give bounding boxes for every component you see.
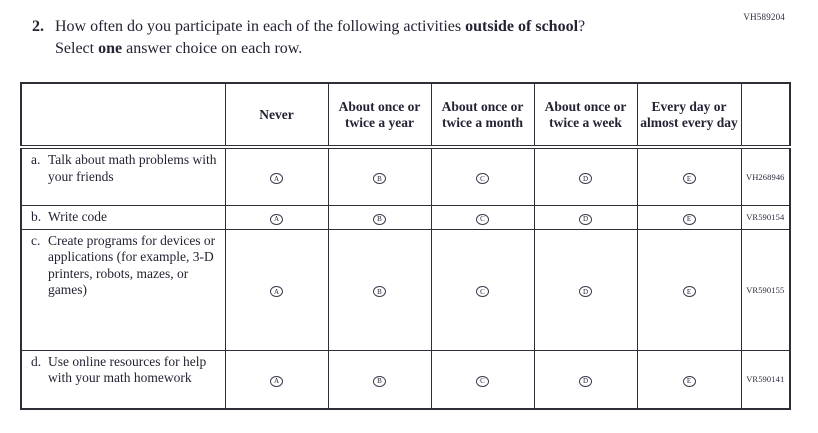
answer-cell-b-D: D xyxy=(533,204,638,230)
answer-bubble-d-E[interactable]: E xyxy=(682,375,696,387)
answer-cell-b-A: A xyxy=(224,204,329,230)
row-label-text: Create programs for devices or applicati… xyxy=(48,232,216,298)
question-line-1: How often do you participate in each of … xyxy=(55,16,742,38)
answer-bubble-c-A[interactable]: A xyxy=(270,286,283,297)
question-line2-seg-0: Select xyxy=(55,40,99,57)
answer-cell-b-E: E xyxy=(636,204,742,230)
answer-cell-d-C: C xyxy=(430,349,535,410)
row-label-cell: c. Create programs for devices or applica… xyxy=(20,228,226,351)
question-line1-seg-1: outside of school xyxy=(465,18,579,35)
answer-cell-c-D: D xyxy=(533,228,638,351)
question-line2-seg-1: one xyxy=(98,40,123,57)
answer-cell-c-C: C xyxy=(430,228,535,351)
column-header-0: Never xyxy=(224,82,329,149)
row-label-cell: a. Talk about math problems with your fri… xyxy=(20,146,226,206)
answer-cell-b-B: B xyxy=(327,204,432,230)
answer-cell-d-E: E xyxy=(636,349,742,410)
column-header-2: About once or twice a month xyxy=(430,82,535,149)
question-text: How often do you participate in each of … xyxy=(55,16,742,60)
answer-cell-a-C: C xyxy=(430,146,535,206)
question-line1-seg-2: ? xyxy=(578,18,586,35)
table-row-b: b. Write code A B C D E VR590154 xyxy=(20,204,791,230)
table-header-row: Never About once or twice a year About onc… xyxy=(20,82,791,149)
answer-bubble-a-C[interactable]: C xyxy=(476,173,489,185)
row-code: VR590154 xyxy=(740,204,791,230)
question-block: 2. How often do you participate in each … xyxy=(32,16,742,60)
answer-cell-c-E: E xyxy=(636,228,742,351)
answer-bubble-b-D[interactable]: D xyxy=(579,213,592,225)
answer-bubble-d-C[interactable]: C xyxy=(476,375,489,387)
answer-bubble-a-B[interactable]: B xyxy=(373,173,386,185)
answer-bubble-a-A[interactable]: A xyxy=(270,173,283,185)
answer-bubble-c-C[interactable]: C xyxy=(476,286,489,297)
answer-cell-a-D: D xyxy=(533,146,638,206)
answer-cell-c-B: B xyxy=(327,228,432,351)
answer-cell-d-A: A xyxy=(224,349,329,410)
question-line-2: Select one answer choice on each row. xyxy=(55,38,742,60)
answer-cell-d-D: D xyxy=(533,349,638,410)
question-number: 2. xyxy=(32,18,44,35)
answer-bubble-b-B[interactable]: B xyxy=(373,213,386,225)
row-label-text: Write code xyxy=(48,208,108,224)
answer-bubble-d-D[interactable]: D xyxy=(579,375,592,387)
answer-bubble-b-E[interactable]: E xyxy=(682,213,696,225)
row-code: VR590155 xyxy=(740,228,791,351)
row-marker: c. xyxy=(31,232,41,248)
answer-bubble-b-C[interactable]: C xyxy=(476,213,489,225)
answer-cell-b-C: C xyxy=(430,204,535,230)
answer-bubble-d-B[interactable]: B xyxy=(373,375,386,387)
code-column-header xyxy=(740,82,791,149)
row-label-text: Use online resources for help with your … xyxy=(48,353,207,386)
answer-cell-c-A: A xyxy=(224,228,329,351)
answer-cell-a-A: A xyxy=(224,146,329,206)
answer-cell-a-B: B xyxy=(327,146,432,206)
column-header-1: About once or twice a year xyxy=(327,82,432,149)
row-code: VR590141 xyxy=(740,349,791,410)
answer-bubble-d-A[interactable]: A xyxy=(270,375,283,387)
row-label-text: Talk about math problems with your frien… xyxy=(48,152,217,184)
row-marker: a. xyxy=(31,152,41,167)
page-form-code: VH589204 xyxy=(743,12,785,22)
answer-cell-a-E: E xyxy=(636,146,742,206)
answer-bubble-c-D[interactable]: D xyxy=(579,286,592,297)
row-code: VH268946 xyxy=(740,146,791,206)
table-row-c: c. Create programs for devices or applica… xyxy=(20,228,791,351)
row-label-cell: d. Use online resources for help with you… xyxy=(20,349,226,410)
row-marker: b. xyxy=(31,208,42,224)
column-header-3: About once or twice a week xyxy=(533,82,638,149)
answer-cell-d-B: B xyxy=(327,349,432,410)
question-line2-seg-2: answer choice on each row. xyxy=(122,40,303,57)
answer-bubble-a-D[interactable]: D xyxy=(579,173,592,185)
row-label-cell: b. Write code xyxy=(20,204,226,230)
answer-bubble-a-E[interactable]: E xyxy=(682,173,696,185)
answer-bubble-b-A[interactable]: A xyxy=(270,213,283,225)
table-row-a: a. Talk about math problems with your fri… xyxy=(20,146,791,206)
answer-bubble-c-E[interactable]: E xyxy=(682,286,696,297)
question-line1-seg-0: How often do you participate in each of … xyxy=(55,18,466,35)
answer-bubble-c-B[interactable]: B xyxy=(373,286,386,297)
row-marker: d. xyxy=(31,353,42,369)
column-header-4: Every day or almost every day xyxy=(636,82,742,149)
response-grid-table: Never About once or twice a year About onc… xyxy=(20,82,791,410)
table-row-d: d. Use online resources for help with you… xyxy=(20,349,791,410)
corner-cell xyxy=(20,82,226,149)
